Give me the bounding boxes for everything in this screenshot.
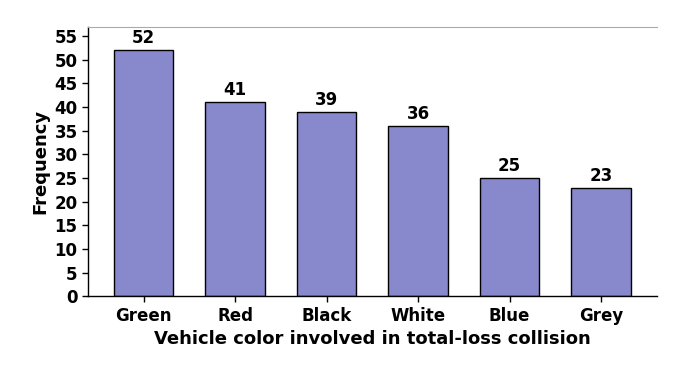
Text: 25: 25 [498,157,521,175]
Bar [480,178,540,296]
Bar [389,126,448,296]
Bar [297,112,356,296]
Text: 36: 36 [406,105,430,123]
Text: 23: 23 [590,167,613,185]
Bar [205,102,265,296]
Text: 41: 41 [223,81,246,100]
Text: 52: 52 [132,29,155,48]
Y-axis label: Frequency: Frequency [31,109,49,214]
X-axis label: Vehicle color involved in total-loss collision: Vehicle color involved in total-loss col… [154,330,591,348]
Bar [571,188,631,296]
Text: 39: 39 [315,91,338,109]
Bar [114,50,173,296]
